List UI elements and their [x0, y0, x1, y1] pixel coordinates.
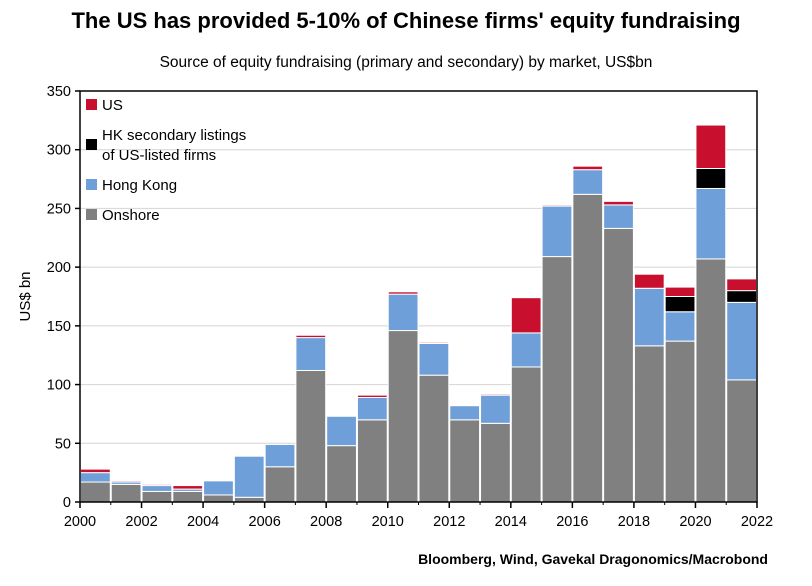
bar-2019-hk-secondary-listings: [664, 296, 696, 313]
bar-2020-us: [695, 124, 727, 170]
bar-2021-hk-secondary-listings: [726, 290, 758, 303]
bar-2000-hong-kong: [80, 472, 111, 483]
x-tick-label-2014: 2014: [495, 514, 527, 530]
bar-2003-us: [172, 485, 204, 490]
bar-2007-us: [295, 334, 327, 339]
bar-2009-us: [356, 394, 388, 398]
bar-2003-onshore: [172, 490, 204, 503]
bar-2001-us: [110, 480, 142, 483]
bar-2000-us: [80, 468, 111, 474]
x-tick-label-2022: 2022: [741, 514, 773, 530]
legend-label-us: US: [102, 97, 123, 114]
bar-2002-hong-kong: [141, 485, 173, 492]
x-tick-label-2008: 2008: [310, 514, 342, 530]
bar-2000-onshore: [80, 481, 111, 503]
y-tick-label-100: 100: [47, 378, 71, 394]
y-tick-label-250: 250: [47, 201, 71, 217]
bar-2021-us: [726, 278, 758, 292]
bar-2013-us: [480, 393, 511, 396]
x-tick-label-2006: 2006: [249, 514, 281, 530]
bar-2021-onshore: [726, 379, 758, 503]
legend-swatch-hong-kong: [86, 179, 97, 190]
bar-2016-us: [572, 165, 604, 171]
bar-2017-us: [603, 200, 634, 206]
legend-swatch-hk-secondary-listings: [86, 139, 97, 150]
bar-2020-onshore: [695, 258, 727, 503]
x-tick-label-2010: 2010: [372, 514, 404, 530]
bar-2016-onshore: [572, 193, 604, 503]
bar-2018-hong-kong: [633, 287, 665, 347]
bar-2011-onshore: [418, 374, 450, 503]
legend-label-hong-kong: Hong Kong: [102, 177, 177, 194]
x-tick-label-2002: 2002: [125, 514, 157, 530]
y-tick-label-0: 0: [63, 495, 71, 511]
bar-2014-us: [510, 297, 542, 334]
bar-2019-hong-kong: [664, 311, 696, 342]
bar-2010-onshore: [387, 330, 419, 503]
bar-2008-hong-kong: [326, 415, 357, 447]
bar-2014-onshore: [510, 366, 542, 503]
bar-2009-hong-kong: [356, 396, 388, 421]
bar-2004-hong-kong: [203, 480, 234, 496]
bar-2018-onshore: [633, 345, 665, 503]
bar-2012-hong-kong: [449, 405, 481, 421]
legend-swatch-us: [86, 99, 97, 110]
bar-2008-onshore: [326, 445, 357, 503]
x-tick-label-2012: 2012: [433, 514, 465, 530]
bar-2015-us: [541, 204, 573, 207]
bar-2006-hong-kong: [264, 443, 296, 468]
x-tick-label-2020: 2020: [679, 514, 711, 530]
bar-2019-onshore: [664, 340, 696, 503]
bar-2013-hong-kong: [480, 394, 511, 424]
x-tick-label-2004: 2004: [187, 514, 219, 530]
bar-2001-onshore: [110, 483, 142, 503]
bar-2002-onshore: [141, 490, 173, 503]
bar-2002-us: [141, 483, 173, 487]
bar-2007-hong-kong: [295, 337, 327, 371]
bar-2013-onshore: [480, 422, 511, 503]
bar-2017-onshore: [603, 227, 634, 503]
bar-2011-us: [418, 341, 450, 344]
bar-2010-us: [387, 291, 419, 295]
bar-2007-onshore: [295, 369, 327, 503]
legend-swatch-onshore: [86, 209, 97, 220]
bar-2005-hong-kong: [233, 455, 265, 498]
y-axis-label: US$ bn: [17, 271, 34, 321]
bar-2015-hong-kong: [541, 205, 573, 258]
bar-2018-us: [633, 273, 665, 289]
bar-2012-onshore: [449, 419, 481, 503]
chart-subtitle: Source of equity fundraising (primary an…: [159, 54, 653, 71]
bar-2006-onshore: [264, 466, 296, 503]
y-tick-label-200: 200: [47, 260, 71, 276]
bar-2014-hong-kong: [510, 332, 542, 368]
bar-2019-us: [664, 286, 696, 297]
x-tick-label-2016: 2016: [556, 514, 588, 530]
legend-label-hk-secondary-listings: HK secondary listings: [102, 127, 246, 144]
bar-2010-hong-kong: [387, 293, 419, 332]
x-tick-label-2018: 2018: [618, 514, 650, 530]
bar-2017-hong-kong: [603, 204, 634, 229]
bar-2015-onshore: [541, 256, 573, 503]
bar-2020-hk-secondary-listings: [695, 168, 727, 189]
legend-label-hk-secondary-listings-line2: of US-listed firms: [102, 147, 216, 164]
x-tick-label-2000: 2000: [64, 514, 96, 530]
y-tick-label-150: 150: [47, 319, 71, 335]
bar-2004-onshore: [203, 494, 234, 503]
y-tick-label-300: 300: [47, 143, 71, 159]
bar-2009-onshore: [356, 419, 388, 503]
bar-2016-hong-kong: [572, 169, 604, 195]
bar-2020-hong-kong: [695, 187, 727, 260]
bar-2021-hong-kong: [726, 301, 758, 381]
y-tick-label-50: 50: [55, 436, 71, 452]
y-tick-label-350: 350: [47, 84, 71, 100]
chart-title: The US has provided 5-10% of Chinese fir…: [71, 8, 741, 33]
legend-label-onshore: Onshore: [102, 207, 160, 224]
bar-2011-hong-kong: [418, 342, 450, 376]
source-note: Bloomberg, Wind, Gavekal Dragonomics/Mac…: [418, 551, 768, 567]
